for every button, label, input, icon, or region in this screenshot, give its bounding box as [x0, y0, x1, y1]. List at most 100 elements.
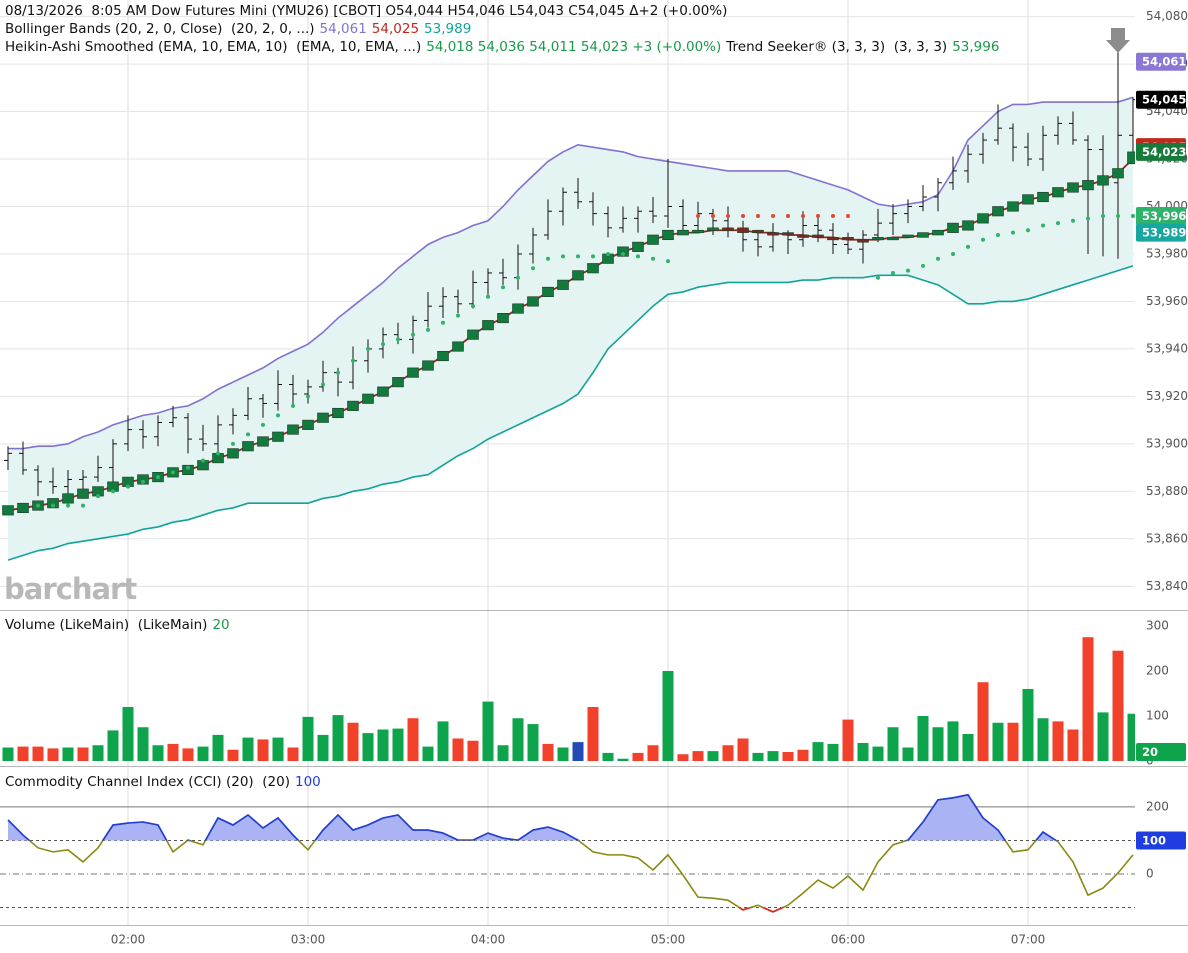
- heikin-ashi-candle: [647, 234, 659, 245]
- trend-seeker-dot: [276, 413, 280, 418]
- heikin-ashi-candle: [332, 407, 344, 419]
- trend-seeker-dot: [156, 475, 160, 480]
- data-layer: barchart: [2, 49, 1135, 913]
- heikin-ashi-candle: [1022, 194, 1034, 205]
- volume-bar: [917, 715, 929, 761]
- trend-seeker-dot: [966, 244, 970, 249]
- trend-seeker-dot: [351, 358, 355, 363]
- heikin-ashi-candle: [1037, 191, 1049, 203]
- trend-seeker-dot: [486, 294, 490, 299]
- heikin-ashi-candle: [857, 239, 869, 243]
- volume-bar: [647, 745, 659, 761]
- bollinger-fill: [8, 97, 1133, 561]
- volume-bar: [1022, 688, 1034, 761]
- heikin-ashi-candle: [722, 227, 734, 231]
- heikin-ashi-candle: [932, 229, 944, 236]
- trend-seeker-dot: [546, 256, 550, 261]
- heikin-ashi-candle: [407, 367, 419, 378]
- volume-bar: [557, 747, 569, 761]
- trend-seeker-dot: [96, 494, 100, 499]
- value-marker: [1136, 52, 1186, 71]
- trend-seeker-dot: [921, 263, 925, 268]
- y-tick-label: 200: [1146, 799, 1169, 813]
- volume-bar: [242, 737, 254, 761]
- volume-bar: [602, 752, 614, 761]
- trend-seeker-dot: [801, 213, 805, 218]
- cci-high-area: [8, 794, 1056, 841]
- y-tick-label: 53,860: [1146, 531, 1188, 545]
- heikin-ashi-candle: [422, 360, 434, 371]
- trend-seeker-dot: [1011, 230, 1015, 235]
- volume-bar: [377, 729, 389, 761]
- trend-seeker-dot: [621, 251, 625, 256]
- volume-bar: [797, 749, 809, 761]
- trend-seeker-dot: [126, 484, 130, 489]
- value-marker-label: 54,061: [1142, 55, 1186, 69]
- volume-bar: [2, 747, 14, 761]
- heikin-ashi-candle: [962, 220, 974, 231]
- heikin-ashi-candle: [452, 341, 464, 352]
- latest-bar-arrow: [1106, 28, 1130, 53]
- volume-bar: [707, 751, 719, 761]
- heikin-ashi-candle: [1007, 201, 1019, 212]
- volume-bar: [197, 746, 209, 761]
- heikin-ashi-candle: [572, 270, 584, 281]
- trend-seeker-dot: [786, 213, 790, 218]
- heikin-ashi-candle: [242, 441, 254, 452]
- volume-bar: [872, 746, 884, 761]
- trend-seeker-dot: [291, 403, 295, 408]
- volume-bar: [812, 742, 824, 761]
- heikin-ashi-candle: [617, 246, 629, 257]
- legend-text: 08/13/2026 8:05 AM Dow Futures Mini (YMU…: [5, 3, 728, 19]
- trend-seeker-dot: [1041, 223, 1045, 228]
- legend-text: 20: [212, 617, 230, 633]
- trend-seeker-dot: [501, 285, 505, 290]
- x-tick-label: 02:00: [111, 933, 146, 947]
- x-tick-label: 03:00: [291, 933, 326, 947]
- trend-seeker-dot: [876, 275, 880, 280]
- heikin-ashi-candle: [182, 464, 194, 476]
- axis-layer: 02:00 03:00 04:00 05:00 06:00 07:00 53,840 53,8…: [111, 9, 1188, 946]
- volume-bar: [62, 747, 74, 761]
- trend-seeker-dot: [321, 382, 325, 387]
- legend-text: Heikin-Ashi Smoothed (EMA, 10, EMA, 10) …: [5, 39, 422, 55]
- volume-bar: [752, 752, 764, 761]
- heikin-ashi-candle: [752, 229, 764, 234]
- volume-pane: [2, 637, 1135, 761]
- heikin-ashi-candle: [842, 237, 854, 241]
- heikin-ashi-candle: [977, 213, 989, 224]
- value-marker-label: 53,996: [1142, 209, 1186, 223]
- y-tick-label: 53,980: [1146, 246, 1188, 260]
- value-marker-label: 20: [1142, 745, 1158, 759]
- trend-seeker-dot: [456, 313, 460, 318]
- volume-bar: [452, 738, 464, 761]
- trend-seeker-dot: [66, 503, 70, 508]
- volume-bar: [362, 733, 374, 761]
- heikin-ashi-candle: [707, 227, 719, 231]
- heikin-ashi-candle: [272, 431, 284, 442]
- heikin-ashi-candle: [482, 320, 494, 331]
- legend-text: 53,989: [424, 21, 472, 37]
- trend-seeker-dot: [696, 213, 700, 218]
- trend-seeker-dot: [336, 370, 340, 375]
- trend-seeker-dot: [606, 251, 610, 256]
- legend-line: 08/13/2026 8:05 AM Dow Futures Mini (YMU…: [5, 2, 732, 20]
- volume-bar: [497, 745, 509, 761]
- value-marker-label: 53,989: [1142, 226, 1186, 240]
- volume-bar: [887, 727, 899, 761]
- trend-seeker-dot: [1086, 216, 1090, 221]
- volume-bar: [767, 751, 779, 761]
- trend-seeker-dot: [231, 441, 235, 446]
- legend-line: Heikin-Ashi Smoothed (EMA, 10, EMA, 10) …: [5, 38, 1004, 56]
- volume-bar: [137, 727, 149, 761]
- legend-text: 54,018 54,036 54,011 54,023 +3 (+0.00%): [426, 39, 722, 55]
- value-marker-label: 54,023: [1142, 145, 1186, 159]
- y-tick-label: 53,940: [1146, 341, 1188, 355]
- legend-line: Commodity Channel Index (CCI) (20) (20) 1…: [5, 773, 326, 791]
- volume-bar: [572, 742, 584, 761]
- heikin-ashi-candle: [137, 474, 149, 485]
- trend-seeker-dot: [636, 254, 640, 259]
- legend-text: Trend Seeker® (3, 3, 3) (3, 3, 3): [726, 39, 948, 55]
- trend-seeker-dot: [891, 270, 895, 275]
- volume-bar: [1067, 729, 1079, 761]
